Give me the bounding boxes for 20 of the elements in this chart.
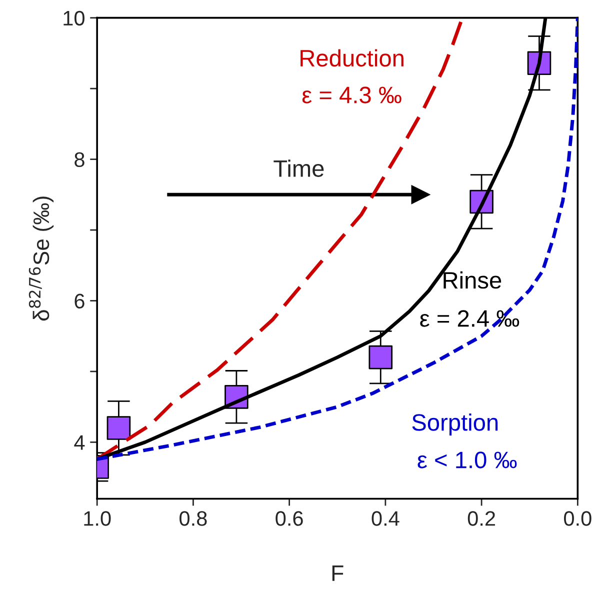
x-tick-label: 0.6 <box>276 511 303 526</box>
y-tick-label: 6 <box>74 294 84 308</box>
annotation: ε < 1.0 ‰ <box>418 452 517 468</box>
x-tick-label: 0.0 <box>564 511 592 526</box>
x-axis-title: F <box>332 566 344 581</box>
y-axis-title: δ$^{82/76}$Se (‰) <box>28 196 54 321</box>
x-tick-label: 0.2 <box>468 511 495 526</box>
x-tick-label: 0.8 <box>180 511 207 526</box>
point <box>368 345 393 370</box>
annotation: Time <box>274 160 324 177</box>
x-tick-label: 0.4 <box>372 511 400 526</box>
y-tick-label: 8 <box>74 152 84 168</box>
point <box>106 416 131 440</box>
x-tick-label: 1.0 <box>84 511 111 526</box>
annotation: ε = 4.3 ‰ <box>302 86 402 104</box>
y-tick-label: 4 <box>74 435 85 450</box>
y-tick-label: 10 <box>64 10 84 26</box>
series-label: Rinse <box>444 271 502 289</box>
series-label: Reduction <box>300 49 404 67</box>
series-label: Sorption <box>412 414 498 436</box>
